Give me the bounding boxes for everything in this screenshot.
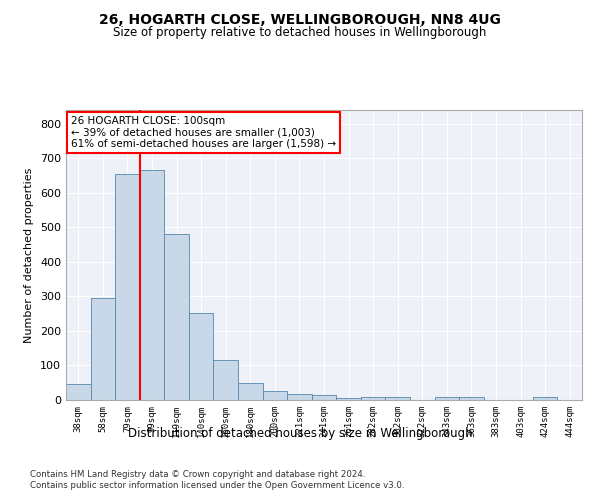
- Bar: [164, 234, 189, 400]
- Text: Distribution of detached houses by size in Wellingborough: Distribution of detached houses by size …: [128, 428, 472, 440]
- Bar: [312, 395, 336, 400]
- Bar: [533, 397, 557, 400]
- Bar: [140, 170, 164, 400]
- Bar: [459, 397, 484, 400]
- Bar: [238, 382, 263, 400]
- Bar: [336, 398, 361, 400]
- Bar: [385, 397, 410, 400]
- Bar: [434, 397, 459, 400]
- Bar: [91, 298, 115, 400]
- Bar: [287, 394, 312, 400]
- Bar: [189, 313, 214, 400]
- Text: Contains HM Land Registry data © Crown copyright and database right 2024.: Contains HM Land Registry data © Crown c…: [30, 470, 365, 479]
- Y-axis label: Number of detached properties: Number of detached properties: [25, 168, 34, 342]
- Text: 26 HOGARTH CLOSE: 100sqm
← 39% of detached houses are smaller (1,003)
61% of sem: 26 HOGARTH CLOSE: 100sqm ← 39% of detach…: [71, 116, 336, 149]
- Bar: [263, 390, 287, 400]
- Bar: [214, 360, 238, 400]
- Bar: [361, 397, 385, 400]
- Bar: [66, 384, 91, 400]
- Text: 26, HOGARTH CLOSE, WELLINGBOROUGH, NN8 4UG: 26, HOGARTH CLOSE, WELLINGBOROUGH, NN8 4…: [99, 12, 501, 26]
- Text: Contains public sector information licensed under the Open Government Licence v3: Contains public sector information licen…: [30, 481, 404, 490]
- Text: Size of property relative to detached houses in Wellingborough: Size of property relative to detached ho…: [113, 26, 487, 39]
- Bar: [115, 174, 140, 400]
